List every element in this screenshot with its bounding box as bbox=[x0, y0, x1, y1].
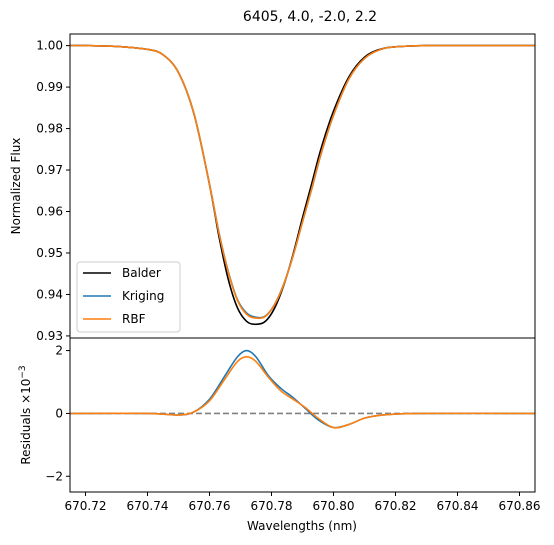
bottom-series-kriging bbox=[70, 349, 535, 429]
top-y-tick-label: 0.97 bbox=[36, 163, 63, 177]
top-y-tick-label: 0.99 bbox=[36, 80, 63, 94]
x-tick-label: 670.86 bbox=[499, 499, 541, 513]
top-y-tick-label: 0.96 bbox=[36, 205, 63, 219]
top-y-ticks: 0.93 0.94 0.95 0.96 0.97 0.98 0.99 1.00 bbox=[36, 39, 70, 343]
top-series-lines bbox=[70, 44, 535, 326]
top-panel: 0.93 0.94 0.95 0.96 0.97 0.98 0.99 1.00 Normali… bbox=[9, 33, 536, 343]
x-axis-ticks: 670.72 670.74 670.76 670.78 670.80 670.82 670.… bbox=[65, 492, 541, 513]
x-axis-label: Wavelengths (nm) bbox=[247, 519, 357, 533]
top-y-tick-label: 1.00 bbox=[36, 39, 63, 53]
x-tick-label: 670.74 bbox=[127, 499, 169, 513]
top-y-tick-label: 0.95 bbox=[36, 246, 63, 260]
top-y-axis-label: Normalized Flux bbox=[9, 138, 23, 235]
top-y-tick-label: 0.98 bbox=[36, 122, 63, 136]
bottom-series-lines bbox=[70, 349, 535, 429]
x-tick-label: 670.80 bbox=[313, 499, 355, 513]
legend-label-rbf: RBF bbox=[122, 312, 146, 326]
x-tick-label: 670.84 bbox=[437, 499, 479, 513]
top-series-rbf bbox=[70, 44, 535, 320]
legend: Balder Kriging RBF bbox=[76, 261, 181, 333]
legend-label-kriging: Kriging bbox=[122, 289, 164, 303]
bottom-panel: −2 0 2 Residuals ×10−3 bbox=[18, 337, 536, 493]
bottom-series-rbf bbox=[70, 356, 535, 429]
bottom-plot-frame bbox=[69, 337, 536, 493]
x-tick-label: 670.72 bbox=[65, 499, 107, 513]
bottom-y-tick-label: −2 bbox=[45, 469, 63, 483]
bottom-y-tick-label: 0 bbox=[55, 406, 63, 420]
bottom-y-axis-label: Residuals ×10−3 bbox=[18, 365, 33, 464]
x-tick-label: 670.76 bbox=[189, 499, 231, 513]
x-tick-label: 670.78 bbox=[251, 499, 293, 513]
legend-box bbox=[76, 261, 181, 333]
legend-label-balder: Balder bbox=[122, 266, 161, 280]
bottom-y-ticks: −2 0 2 bbox=[45, 344, 70, 483]
x-tick-label: 670.82 bbox=[375, 499, 417, 513]
bottom-y-tick-label: 2 bbox=[55, 344, 63, 358]
top-y-tick-label: 0.94 bbox=[36, 287, 63, 301]
top-y-tick-label: 0.93 bbox=[36, 329, 63, 343]
chart-title: 6405, 4.0, -2.0, 2.2 bbox=[243, 9, 377, 25]
